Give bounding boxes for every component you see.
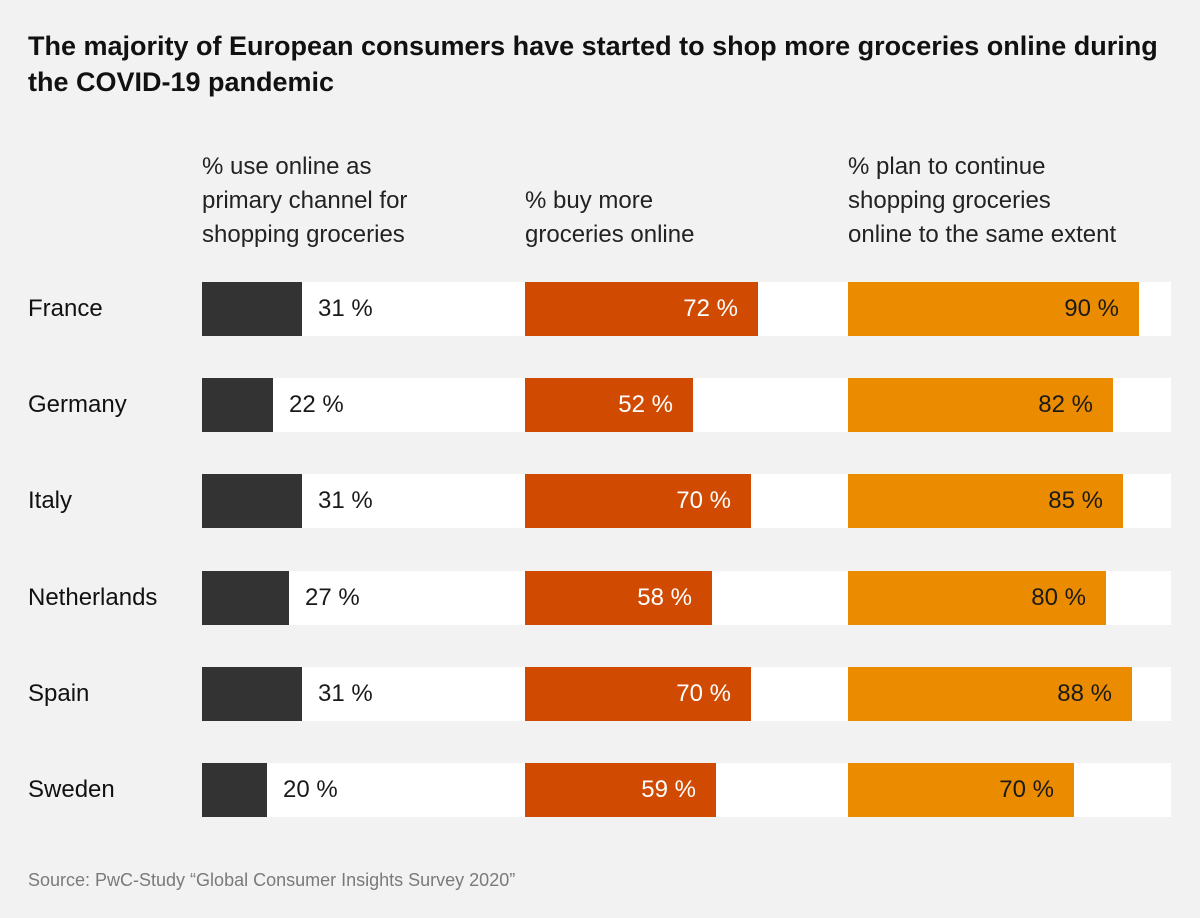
data-label-primary-channel-germany: 22 %: [289, 391, 344, 418]
bar-buy-more-netherlands: [525, 571, 712, 625]
category-label-spain: Spain: [28, 680, 90, 707]
bar-track-buy-more-germany: 52 %: [525, 378, 848, 432]
bar-primary-channel-sweden: [202, 763, 267, 817]
bar-track-buy-more-france: 72 %: [525, 282, 848, 336]
bar-buy-more-france: [525, 282, 758, 336]
category-label-france: France: [28, 295, 103, 322]
category-label-sweden: Sweden: [28, 776, 115, 803]
data-label-buy-more-spain: 70 %: [676, 680, 731, 707]
bar-track-primary-channel-sweden: 20 %: [202, 763, 525, 817]
bar-track-buy-more-spain: 70 %: [525, 667, 848, 721]
bar-track-plan-continue-italy: 85 %: [848, 474, 1171, 528]
data-label-primary-channel-france: 31 %: [318, 295, 373, 322]
bar-track-plan-continue-sweden: 70 %: [848, 763, 1171, 817]
category-label-netherlands: Netherlands: [28, 584, 158, 611]
bar-primary-channel-germany: [202, 378, 273, 432]
bar-buy-more-germany: [525, 378, 693, 432]
bar-track-primary-channel-spain: 31 %: [202, 667, 525, 721]
bar-plan-continue-italy: [848, 474, 1123, 528]
bar-buy-more-italy: [525, 474, 751, 528]
bar-plan-continue-france: [848, 282, 1139, 336]
bar-track-plan-continue-germany: 82 %: [848, 378, 1171, 432]
bar-primary-channel-france: [202, 282, 302, 336]
series-header-buy-more: % buy more groceries online: [525, 187, 695, 248]
bar-track-plan-continue-france: 90 %: [848, 282, 1171, 336]
data-label-plan-continue-germany: 82 %: [1038, 391, 1093, 418]
data-label-plan-continue-netherlands: 80 %: [1031, 584, 1086, 611]
data-label-primary-channel-italy: 31 %: [318, 487, 373, 514]
category-label-italy: Italy: [28, 487, 73, 514]
series-header-plan-continue: % plan to continue shopping groceries on…: [848, 153, 1117, 248]
bar-track-primary-channel-germany: 22 %: [202, 378, 525, 432]
data-label-buy-more-germany: 52 %: [618, 391, 673, 418]
chart-title: The majority of European consumers have …: [28, 31, 1158, 97]
data-label-buy-more-sweden: 59 %: [641, 776, 696, 803]
data-label-primary-channel-spain: 31 %: [318, 680, 373, 707]
bar-plan-continue-sweden: [848, 763, 1074, 817]
data-label-primary-channel-netherlands: 27 %: [305, 584, 360, 611]
bar-track-buy-more-sweden: 59 %: [525, 763, 848, 817]
bar-track-plan-continue-spain: 88 %: [848, 667, 1171, 721]
source-note: Source: PwC-Study “Global Consumer Insig…: [28, 870, 516, 890]
bar-track-buy-more-netherlands: 58 %: [525, 571, 848, 625]
bar-plan-continue-germany: [848, 378, 1113, 432]
bar-primary-channel-italy: [202, 474, 302, 528]
data-label-primary-channel-sweden: 20 %: [283, 776, 338, 803]
bar-buy-more-spain: [525, 667, 751, 721]
bar-buy-more-sweden: [525, 763, 716, 817]
series-header-primary-channel: % use online as primary channel for shop…: [202, 153, 408, 248]
bar-plan-continue-netherlands: [848, 571, 1106, 625]
data-label-plan-continue-france: 90 %: [1064, 295, 1119, 322]
bar-track-primary-channel-netherlands: 27 %: [202, 571, 525, 625]
data-label-buy-more-netherlands: 58 %: [637, 584, 692, 611]
data-label-plan-continue-sweden: 70 %: [999, 776, 1054, 803]
bar-track-primary-channel-france: 31 %: [202, 282, 525, 336]
bar-track-plan-continue-netherlands: 80 %: [848, 571, 1171, 625]
data-label-buy-more-italy: 70 %: [676, 487, 731, 514]
data-label-plan-continue-spain: 88 %: [1057, 680, 1112, 707]
data-label-buy-more-france: 72 %: [683, 295, 738, 322]
bar-primary-channel-spain: [202, 667, 302, 721]
bar-track-primary-channel-italy: 31 %: [202, 474, 525, 528]
bar-plan-continue-spain: [848, 667, 1132, 721]
data-label-plan-continue-italy: 85 %: [1048, 487, 1103, 514]
bar-track-buy-more-italy: 70 %: [525, 474, 848, 528]
category-label-germany: Germany: [28, 391, 127, 418]
bar-primary-channel-netherlands: [202, 571, 289, 625]
